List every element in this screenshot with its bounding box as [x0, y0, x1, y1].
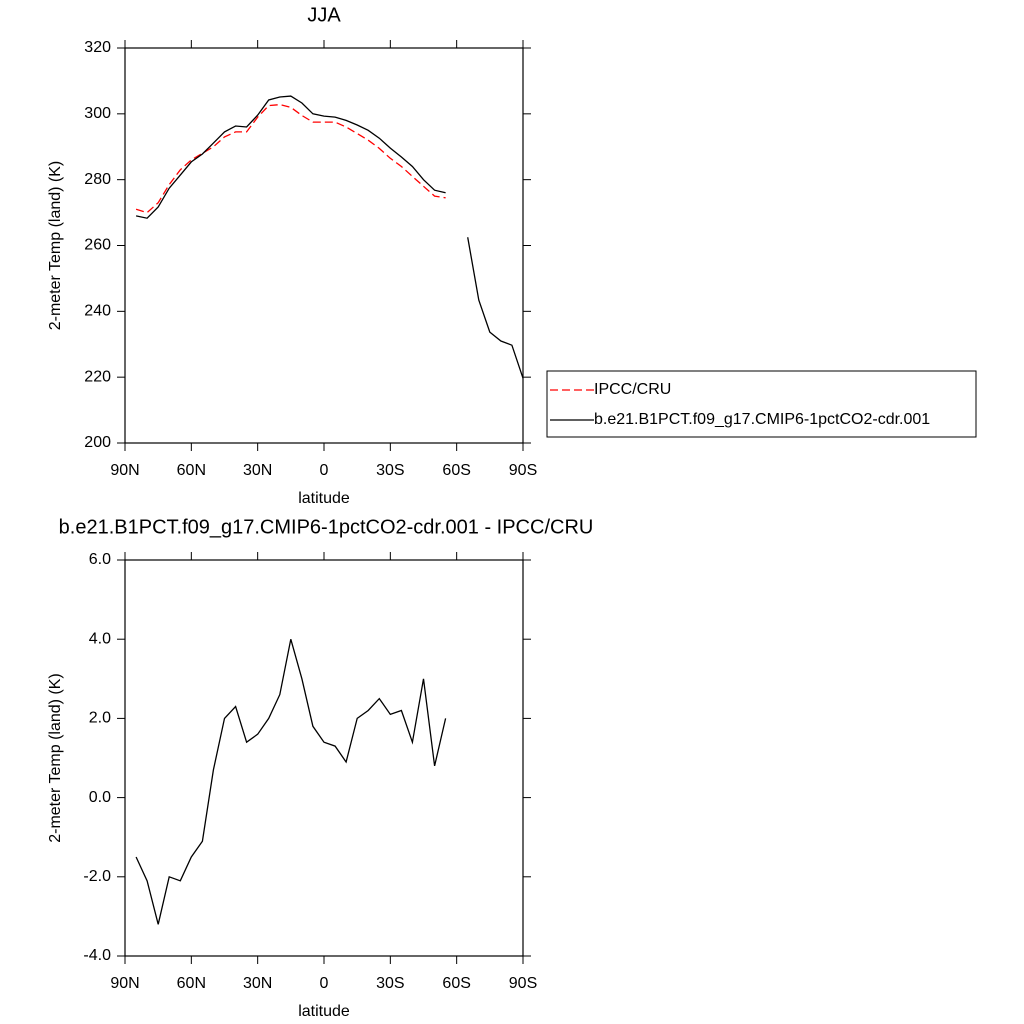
y-tick-label: 220: [84, 368, 111, 385]
x-tick-label: 60S: [442, 462, 470, 479]
x-tick-label: 60N: [177, 462, 206, 479]
y-tick-label: -2.0: [83, 868, 111, 885]
y-tick-label: 240: [84, 303, 111, 320]
data-line: [135, 639, 447, 925]
legend-label: b.e21.B1PCT.f09_g17.CMIP6-1pctCO2-cdr.00…: [594, 411, 930, 428]
plot-frame: [124, 559, 524, 957]
y-tick-label: 260: [84, 237, 111, 254]
chart-title: b.e21.B1PCT.f09_g17.CMIP6-1pctCO2-cdr.00…: [59, 516, 594, 538]
y-tick-label: 300: [84, 105, 111, 122]
y-tick-label: 2.0: [89, 710, 111, 727]
legend-box: [546, 370, 977, 438]
y-axis-title: 2-meter Temp (land) (K): [47, 673, 64, 843]
data-line: [135, 103, 446, 214]
x-tick-label: 60S: [442, 975, 470, 992]
x-tick-label: 90N: [110, 975, 139, 992]
chart-title: JJA: [307, 4, 341, 26]
x-tick-label: 30S: [376, 462, 404, 479]
x-tick-label: 90N: [110, 462, 139, 479]
y-tick-label: -4.0: [83, 947, 111, 964]
x-tick-label: 30N: [243, 462, 272, 479]
x-tick-label: 90S: [509, 975, 537, 992]
x-tick-label: 0: [320, 462, 329, 479]
x-tick-label: 90S: [509, 462, 537, 479]
y-tick-label: 6.0: [89, 551, 111, 568]
y-tick-label: 320: [84, 39, 111, 56]
x-axis-title: latitude: [298, 490, 350, 507]
x-axis-title: latitude: [298, 1003, 350, 1020]
y-axis-title: 2-meter Temp (land) (K): [47, 161, 64, 331]
x-tick-label: 30N: [243, 975, 272, 992]
legend-label: IPCC/CRU: [594, 381, 671, 398]
x-tick-label: 30S: [376, 975, 404, 992]
y-tick-label: 200: [84, 434, 111, 451]
data-line: [135, 95, 524, 379]
x-tick-label: 60N: [177, 975, 206, 992]
plot-frame: [124, 47, 524, 444]
y-tick-label: 280: [84, 171, 111, 188]
y-tick-label: 0.0: [89, 789, 111, 806]
x-tick-label: 0: [320, 975, 329, 992]
y-tick-label: 4.0: [89, 630, 111, 647]
